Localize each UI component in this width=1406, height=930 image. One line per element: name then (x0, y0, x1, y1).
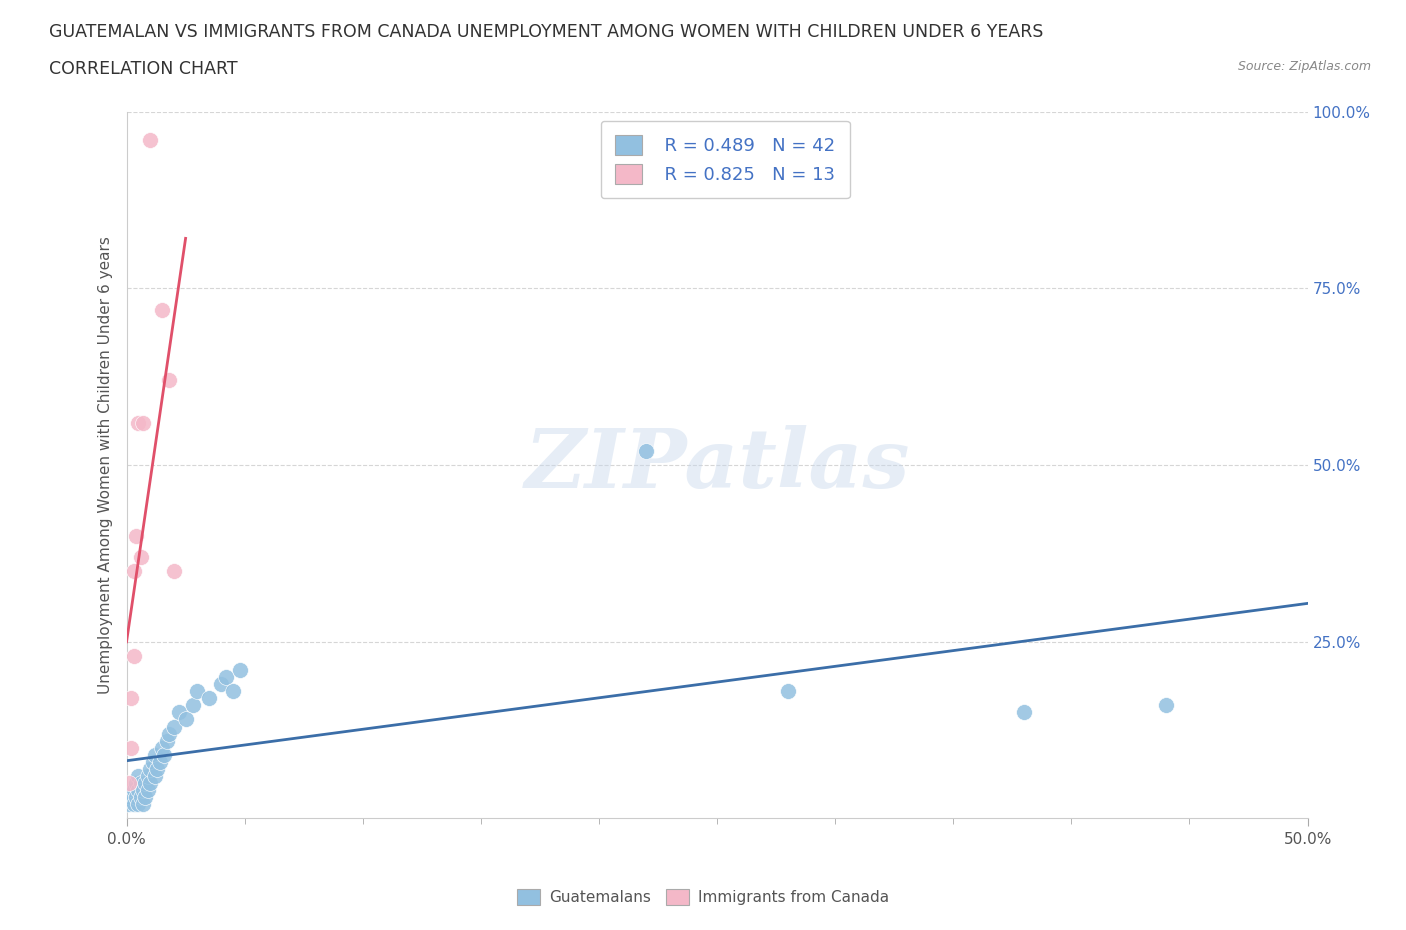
Point (181, 698, 204, 712)
Point (127, 783, 149, 798)
Text: CORRELATION CHART: CORRELATION CHART (49, 60, 238, 78)
Point (125, 776, 148, 790)
Point (157, 726, 180, 741)
Point (163, 719, 186, 734)
Point (127, 768, 149, 783)
Point (150, 740, 173, 755)
Point (136, 768, 159, 783)
Point (125, 528, 148, 543)
Point (215, 670, 238, 684)
Point (156, 733, 179, 748)
Point (139, 776, 162, 790)
Point (143, 768, 166, 783)
Point (125, 790, 148, 804)
Point (1154, 698, 1177, 712)
Point (167, 705, 190, 720)
Point (129, 790, 152, 804)
Point (186, 684, 208, 698)
Point (132, 797, 155, 812)
Point (127, 415, 149, 430)
Point (139, 762, 162, 777)
Point (136, 783, 159, 798)
Point (229, 662, 252, 677)
Point (122, 797, 145, 812)
Point (146, 762, 169, 777)
Point (149, 754, 172, 769)
Point (129, 550, 152, 565)
Point (122, 564, 145, 578)
Point (122, 648, 145, 663)
Point (134, 790, 156, 804)
Point (143, 748, 166, 763)
Legend: Guatemalans, Immigrants from Canada: Guatemalans, Immigrants from Canada (509, 881, 897, 913)
Y-axis label: Unemployment Among Women with Children Under 6 years: Unemployment Among Women with Children U… (97, 236, 112, 694)
Point (120, 740, 142, 755)
Legend:   R = 0.489   N = 42,   R = 0.825   N = 13: R = 0.489 N = 42, R = 0.825 N = 13 (600, 121, 849, 198)
Point (132, 415, 155, 430)
Point (157, 373, 180, 388)
Point (209, 677, 232, 692)
Text: Source: ZipAtlas.com: Source: ZipAtlas.com (1237, 60, 1371, 73)
Point (163, 564, 186, 578)
Point (118, 797, 141, 812)
Point (129, 776, 152, 790)
Point (198, 691, 221, 706)
Text: GUATEMALAN VS IMMIGRANTS FROM CANADA UNEMPLOYMENT AMONG WOMEN WITH CHILDREN UNDE: GUATEMALAN VS IMMIGRANTS FROM CANADA UNE… (49, 23, 1043, 41)
Point (120, 790, 142, 804)
Point (120, 691, 142, 706)
Point (150, 302, 173, 317)
Point (134, 776, 156, 790)
Point (153, 748, 176, 763)
Text: ZIPatlas: ZIPatlas (524, 425, 910, 505)
Point (141, 754, 163, 769)
Point (174, 712, 197, 727)
Point (139, 132, 162, 147)
Point (222, 684, 245, 698)
Point (122, 783, 145, 798)
Point (127, 797, 149, 812)
Point (132, 783, 155, 798)
Point (636, 444, 658, 458)
Point (118, 776, 141, 790)
Point (1012, 705, 1035, 720)
Point (776, 684, 799, 698)
